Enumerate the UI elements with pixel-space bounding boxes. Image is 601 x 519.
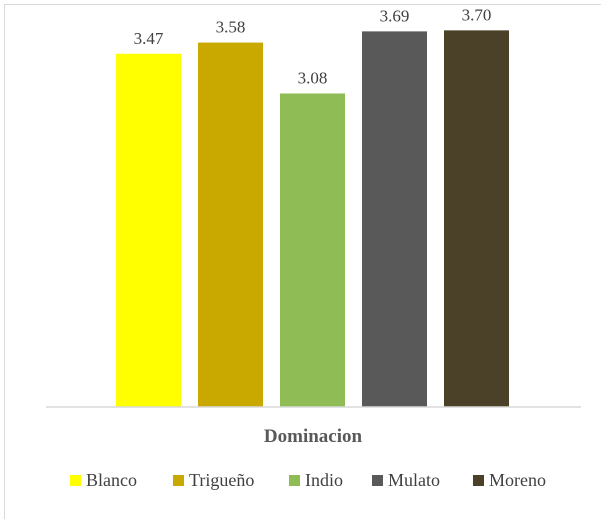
bar-moreno	[444, 30, 509, 407]
legend-swatch	[173, 475, 184, 486]
legend-swatch	[289, 475, 300, 486]
data-label-trigueno: 3.58	[216, 18, 246, 37]
data-label-mulato: 3.69	[380, 6, 410, 25]
legend-item-indio: Indio	[289, 470, 343, 490]
bar-blanco	[116, 53, 181, 408]
legend-swatch	[473, 475, 484, 486]
data-label-moreno: 3.70	[462, 5, 492, 24]
legend-label: Moreno	[489, 470, 546, 490]
data-label-blanco: 3.47	[134, 29, 164, 48]
bar-indio	[280, 93, 345, 407]
legend-label: Blanco	[86, 470, 137, 490]
legend-swatch	[372, 475, 383, 486]
legend-item-blanco: Blanco	[70, 470, 137, 490]
legend-item-moreno: Moreno	[473, 470, 546, 490]
bar-trigueno	[198, 42, 263, 407]
data-label-indio: 3.08	[298, 68, 328, 87]
bar-mulato	[362, 31, 427, 407]
bars-group	[116, 30, 509, 408]
legend: Blanco Trigueño Indio Mulato Moreno	[70, 470, 546, 490]
legend-label: Mulato	[388, 470, 440, 490]
legend-item-trigueno: Trigueño	[173, 470, 254, 490]
legend-swatch	[70, 475, 81, 486]
x-axis-title: Dominacion	[264, 426, 363, 447]
legend-label: Trigueño	[189, 470, 254, 490]
legend-label: Indio	[305, 470, 343, 490]
legend-item-mulato: Mulato	[372, 470, 440, 490]
chart-frame	[4, 4, 601, 519]
data-labels-group: 3.47 3.58 3.08 3.69 3.70	[134, 5, 492, 87]
